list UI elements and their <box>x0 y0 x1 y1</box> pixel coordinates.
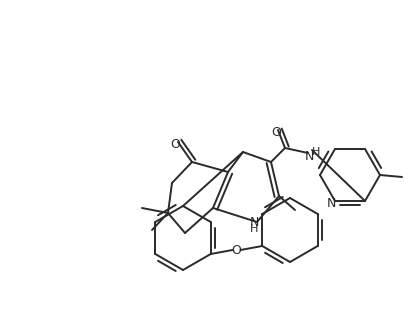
Text: O: O <box>271 125 281 139</box>
Text: N: N <box>327 197 336 211</box>
Text: N: N <box>304 150 314 163</box>
Text: H: H <box>312 147 320 157</box>
Text: O: O <box>170 138 180 150</box>
Text: H: H <box>250 224 258 234</box>
Text: O: O <box>231 245 241 257</box>
Text: N: N <box>249 217 259 230</box>
